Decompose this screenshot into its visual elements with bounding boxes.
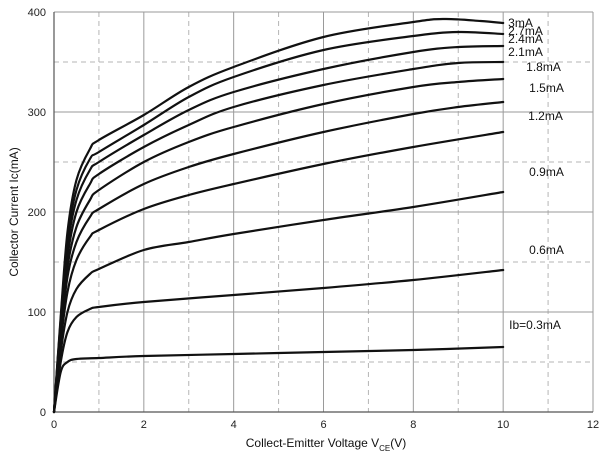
x-axis-title-main: Collect-Emitter Voltage V — [246, 436, 379, 450]
label-layer: Ib=0.3mA0.6mA0.9mA1.2mA1.5mA1.8mA2.1mA2.… — [508, 16, 564, 332]
series-line — [52, 130, 505, 414]
series-label: Ib=0.3mA — [509, 318, 561, 332]
y-tick-label: 100 — [28, 307, 46, 319]
x-tick-label: 8 — [410, 419, 416, 431]
series-label: 2.7mA — [508, 24, 543, 38]
y-tick-label: 0 — [40, 407, 46, 419]
series-label: 0.6mA — [529, 243, 564, 257]
series-label: 0.9mA — [529, 165, 564, 179]
axes-layer: 0 2 4 6 8 10 12 0 100 200 300 400 — [28, 7, 599, 431]
y-tick-label: 300 — [28, 107, 46, 119]
series-label: 2.1mA — [508, 45, 543, 59]
x-axis-title: Collect-Emitter Voltage VCE(V) — [246, 436, 407, 453]
x-tick-label: 0 — [51, 419, 57, 431]
x-axis-title-subscript: CE — [379, 444, 390, 453]
y-tick-label: 400 — [28, 7, 46, 19]
y-tick-label: 200 — [28, 207, 46, 219]
series-label: 1.5mA — [529, 81, 564, 95]
series-line — [52, 77, 505, 414]
x-tick-label: 6 — [320, 419, 326, 431]
x-tick-label: 2 — [141, 419, 147, 431]
series-layer — [52, 17, 505, 414]
y-axis-title: Collector Current Ic(mA) — [7, 147, 21, 276]
series-label: 3mA — [508, 16, 533, 30]
series-label: 2.4mA — [508, 32, 543, 46]
series-label: 1.2mA — [528, 109, 563, 123]
x-tick-label: 10 — [497, 419, 509, 431]
series-label: 1.8mA — [526, 60, 561, 74]
x-tick-label: 12 — [587, 419, 599, 431]
x-tick-label: 4 — [231, 419, 237, 431]
series-line — [52, 268, 505, 414]
series-line — [52, 100, 505, 414]
series-line — [52, 345, 505, 414]
series-line — [52, 190, 505, 414]
x-axis-title-unit: (V) — [390, 436, 406, 450]
series-line — [52, 17, 505, 414]
